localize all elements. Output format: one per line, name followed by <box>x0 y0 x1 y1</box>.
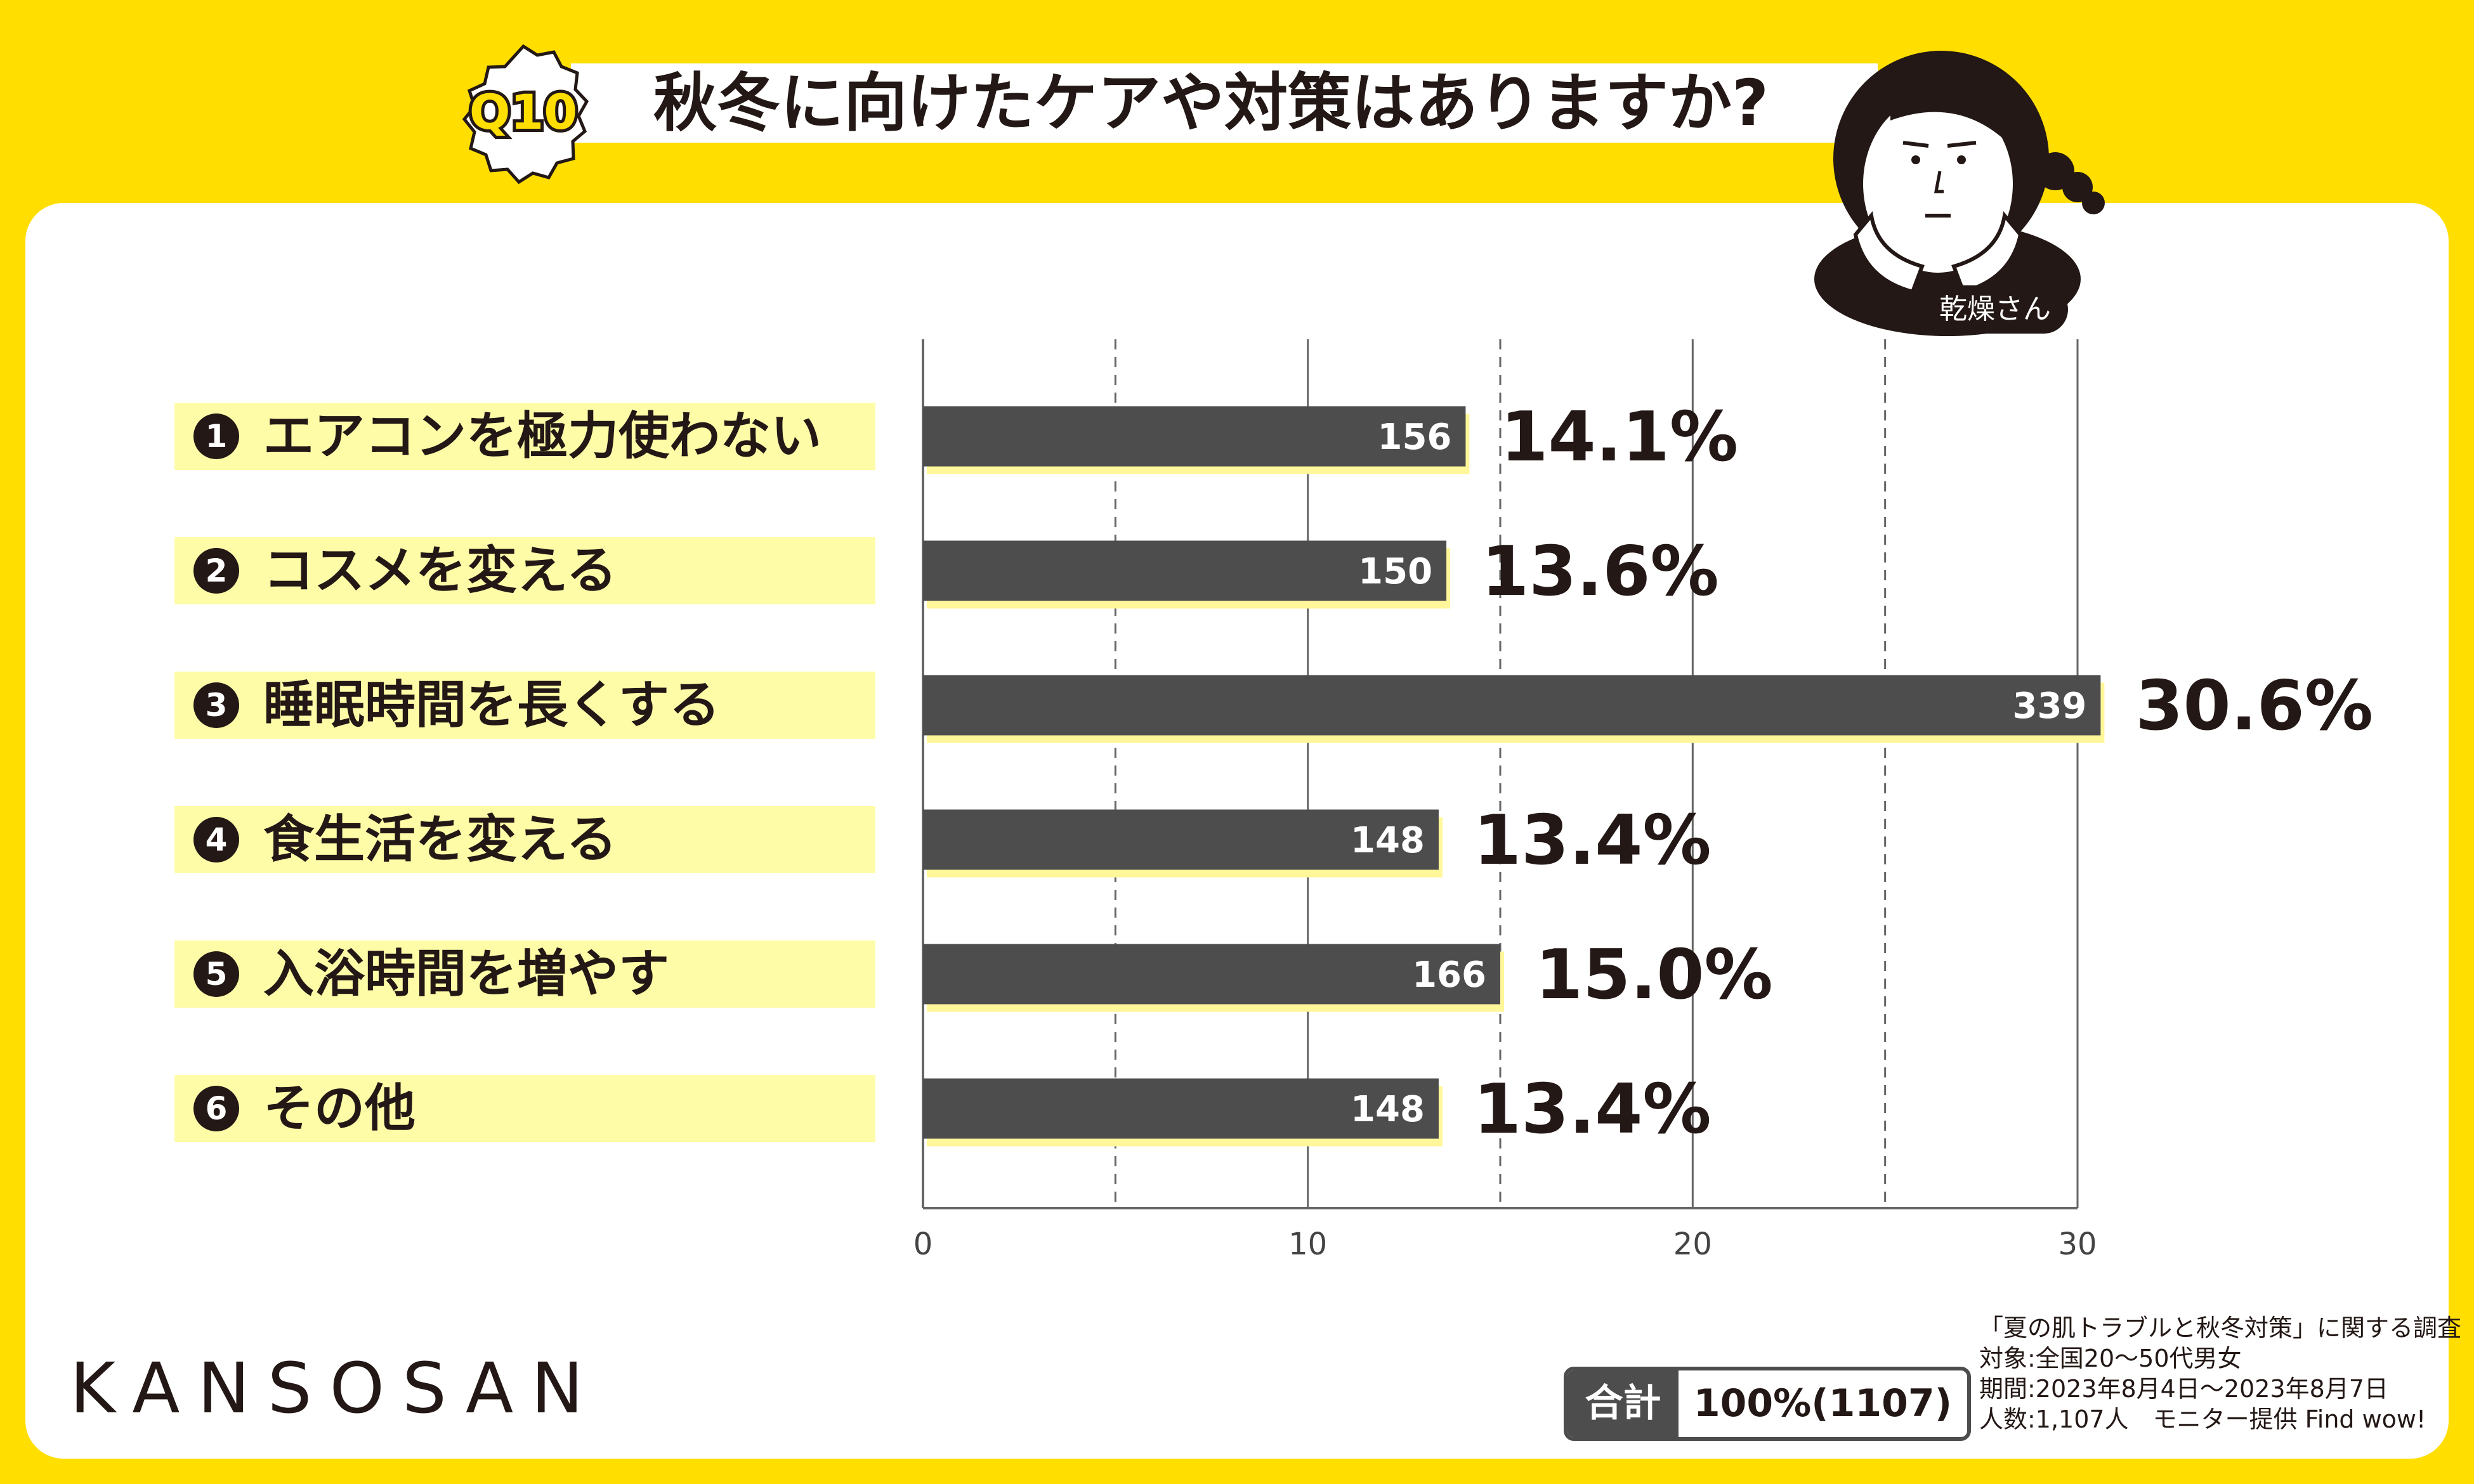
survey-note-title: 「夏の肌トラブルと秋冬対策」に関する調査 <box>1979 1314 2462 1342</box>
category-number-badge: 2 <box>193 548 239 594</box>
bar-count-label: 148 <box>1351 820 1425 861</box>
title-bar <box>571 63 1878 143</box>
brand-logo: KANSOSAN <box>70 1348 601 1429</box>
bar <box>923 675 2101 736</box>
bar <box>923 540 1447 601</box>
bar <box>923 809 1439 870</box>
bar-count-label: 166 <box>1412 954 1486 996</box>
x-tick-label: 0 <box>913 1227 933 1262</box>
x-tick-label: 10 <box>1288 1227 1327 1262</box>
total-box: 合計 100%(1107) <box>1564 1367 1971 1441</box>
bar-count-label: 150 <box>1358 551 1432 592</box>
bar-percent-label: 13.6% <box>1481 532 1719 611</box>
bar <box>923 944 1500 1005</box>
x-tick-label: 20 <box>1673 1227 1712 1262</box>
bar-percent-label: 13.4% <box>1474 1070 1712 1149</box>
total-label: 合計 <box>1568 1370 1679 1437</box>
page-title: 秋冬に向けたケアや対策はありますか? <box>653 66 1769 140</box>
bar <box>923 406 1466 467</box>
category-label: 1 エアコンを極力使わない <box>174 403 875 470</box>
category-number-badge: 1 <box>193 413 239 459</box>
kansosan-character-illustration <box>1814 51 2105 336</box>
bar-percent-label: 30.6% <box>2135 667 2373 746</box>
character-name-tag: 乾燥さん <box>1922 285 2068 334</box>
bar-percent-label: 13.4% <box>1474 801 1712 880</box>
category-label: 3 睡眠時間を長くする <box>174 672 875 739</box>
total-value: 100%(1107) <box>1693 1381 1953 1426</box>
category-number-badge: 5 <box>193 951 239 997</box>
category-number-badge: 6 <box>193 1086 239 1131</box>
bar-percent-label: 15.0% <box>1535 935 1773 1015</box>
category-label-text: エアコンを極力使わない <box>263 407 821 465</box>
category-number-badge: 3 <box>193 682 239 728</box>
survey-note-period: 期間:2023年8月4日～2023年8月7日 <box>1979 1375 2388 1403</box>
x-tick-label: 30 <box>2058 1227 2097 1262</box>
survey-notes: 「夏の肌トラブルと秋冬対策」に関する調査 対象:全国20～50代男女 期間:20… <box>1979 1313 2461 1435</box>
question-badge-label: Q10 <box>469 84 577 140</box>
category-label: 2 コスメを変える <box>174 537 875 604</box>
question-badge: Q10 <box>462 44 589 185</box>
bar-count-label: 339 <box>2012 686 2086 727</box>
category-label-text: 食生活を変える <box>263 810 617 869</box>
bar <box>923 1078 1439 1139</box>
survey-note-target: 対象:全国20～50代男女 <box>1979 1344 2242 1372</box>
category-label-text: 睡眠時間を長くする <box>263 675 720 734</box>
bar-count-label: 148 <box>1351 1089 1425 1130</box>
category-label-text: その他 <box>263 1079 416 1138</box>
bar-percent-label: 14.1% <box>1500 398 1738 477</box>
category-label: 6 その他 <box>174 1075 875 1142</box>
bar-count-label: 156 <box>1377 417 1451 458</box>
category-number-badge: 4 <box>193 817 239 862</box>
category-label-text: コスメを変える <box>263 541 617 600</box>
category-label-text: 入浴時間を増やす <box>263 944 669 1003</box>
category-label: 5 入浴時間を増やす <box>174 941 875 1008</box>
survey-note-sample: 人数:1,107人 モニター提供 Find wow! <box>1979 1405 2426 1433</box>
category-label: 4 食生活を変える <box>174 806 875 873</box>
